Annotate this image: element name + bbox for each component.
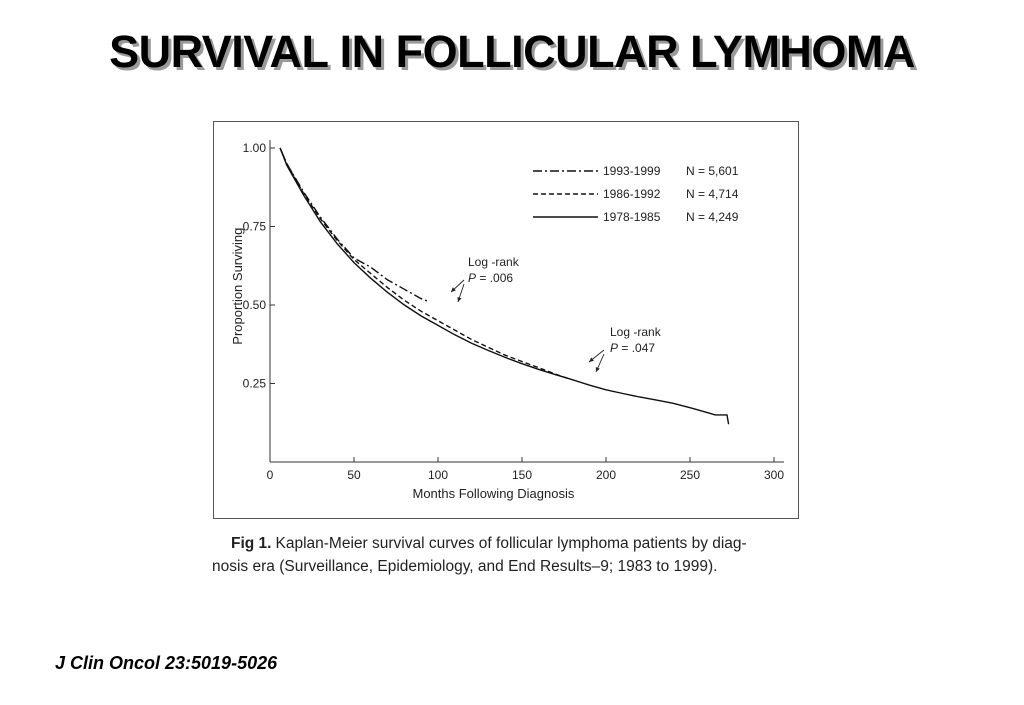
y-tick-label: 0.50 — [243, 298, 267, 312]
series-line-1986-1992 — [279, 147, 570, 380]
arrowhead — [589, 357, 594, 362]
figure-label: Fig 1. — [231, 535, 272, 552]
x-tick-label: 150 — [512, 468, 532, 482]
caption-line-1: Kaplan-Meier survival curves of follicul… — [275, 535, 747, 552]
x-tick-label: 250 — [680, 468, 700, 482]
legend-label: 1986-1992 — [603, 187, 661, 201]
x-tick-label: 100 — [428, 468, 448, 482]
series-line-1978-1985 — [279, 147, 730, 425]
slide-title: SURVIVAL IN FOLLICULAR LYMHOMA — [109, 26, 915, 77]
legend-n: N = 5,601 — [686, 164, 739, 178]
x-tick-label: 300 — [764, 468, 784, 482]
y-tick-label: 0.75 — [243, 220, 267, 234]
x-tick-label: 200 — [596, 468, 616, 482]
arrowhead — [595, 367, 600, 372]
y-axis-label: Proportion Surviving — [230, 228, 245, 345]
arrowhead — [457, 297, 462, 302]
arrowhead — [451, 287, 456, 292]
legend-label: 1993-1999 — [603, 164, 661, 178]
series-line-1993-1999 — [279, 147, 430, 303]
figure-caption: Fig 1. Kaplan-Meier survival curves of fo… — [212, 532, 809, 578]
legend-n: N = 4,249 — [686, 210, 739, 224]
logrank-label: Log -rank — [610, 325, 662, 339]
logrank-label: Log -rank — [468, 255, 520, 269]
y-tick-label: 1.00 — [243, 141, 267, 155]
x-tick-label: 50 — [347, 468, 361, 482]
survival-chart: 0 50 100 150 200 250 300 0.25 0.50 0.75 1.00 Months… — [230, 140, 784, 501]
legend-n: N = 4,714 — [686, 187, 739, 201]
caption-line-2: nosis era (Surveillance, Epidemiology, a… — [212, 558, 718, 575]
y-tick-label: 0.25 — [243, 377, 267, 391]
p-value-label: P = .006 — [468, 271, 513, 285]
p-value-label: P = .047 — [610, 341, 655, 355]
x-tick-label: 0 — [267, 468, 274, 482]
x-axis-label: Months Following Diagnosis — [413, 486, 575, 501]
journal-citation: J Clin Oncol 23:5019-5026 — [55, 653, 278, 673]
legend-label: 1978-1985 — [603, 210, 661, 224]
figure-frame: 0 50 100 150 200 250 300 0.25 0.50 0.75 1.00 Months… — [213, 121, 799, 519]
